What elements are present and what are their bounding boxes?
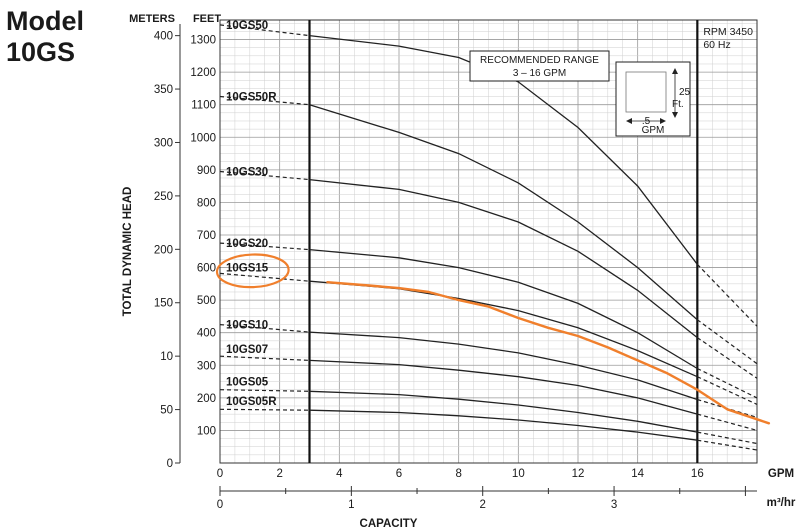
x-tick-label-gpm: 16: [691, 468, 704, 480]
recommended-range-title: RECOMMENDED RANGE: [480, 55, 599, 66]
x2-tick-label: 1: [348, 499, 354, 511]
curve-label-10gs50r: 10GS50R: [226, 92, 277, 104]
y-tick-label-meters: 10: [160, 351, 173, 363]
y-tick-label-feet: 1200: [190, 67, 216, 79]
curve-10gs05-dashed-right: [697, 431, 758, 445]
curve-label-10gs20: 10GS20: [226, 238, 268, 250]
y-tick-label-feet: 900: [197, 165, 216, 177]
curve-10gs07-dashed-left: [219, 355, 310, 361]
curve-10gs05: [309, 390, 698, 433]
y-tick-label-feet: 1100: [191, 100, 216, 112]
y-tick-label-meters: 0: [167, 458, 173, 470]
y-tick-label-feet: 700: [197, 230, 216, 242]
y-tick-label-feet: 400: [197, 328, 216, 340]
curve-labels: 10GS50 10GS50R 10GS30 10GS20 10GS15 10GS10 10G…: [226, 20, 277, 408]
curve-10gs05-dashed-left: [219, 389, 310, 392]
x-tick-label-gpm: 8: [455, 468, 461, 480]
x-tick-label-gpm: 4: [336, 468, 343, 480]
plot-border: [219, 19, 758, 464]
y-tick-label-feet: 500: [197, 295, 216, 307]
curve-10gs15-dashed-left: [219, 272, 310, 282]
annotation-hand-line: [326, 281, 771, 425]
curve-label-10gs05: 10GS05: [226, 377, 269, 389]
model-title-line-1: Model: [6, 6, 84, 36]
x-tick-label-gpm: 6: [396, 468, 402, 480]
curve-10gs05r: [309, 409, 698, 441]
y2-unit-label: METERS: [129, 13, 175, 25]
hz-label: 60 Hz: [703, 39, 730, 51]
scale-height-value: 25: [679, 87, 691, 98]
y-tick-label-feet: 300: [197, 360, 216, 372]
y-tick-label-meters: 400: [154, 31, 173, 43]
x2-tick-label: 2: [480, 499, 486, 511]
y-tick-label-feet: 200: [197, 393, 216, 405]
curve-10gs30-dashed-left: [219, 170, 310, 181]
curve-10gs30-dashed-right: [696, 337, 758, 379]
curve-10gs05r-dashed-right: [697, 439, 758, 451]
curve-10gs50r-dashed-right: [696, 319, 758, 365]
hand-annotation: [215, 253, 771, 425]
y-tick-label-feet: 800: [197, 197, 216, 209]
y-tick-label-meters: 200: [154, 244, 173, 256]
y-tick-label-meters: 50: [160, 405, 173, 417]
x2-tick-label: 0: [217, 499, 223, 511]
x-tick-label-gpm: 14: [631, 468, 644, 480]
curve-label-10gs07: 10GS07: [226, 344, 268, 356]
x-tick-label-gpm: 0: [217, 468, 223, 480]
x-unit-label: GPM: [768, 468, 794, 480]
curve-10gs50-dashed-left: [219, 24, 310, 37]
model-title-line-2: 10GS: [6, 37, 76, 67]
curve-10gs50r: [309, 104, 698, 321]
curve-10gs50r-dashed-left: [219, 95, 310, 106]
scale-height-arrowheads: [672, 68, 678, 118]
curve-10gs50-dashed-right: [696, 263, 758, 327]
model-title: Model 10GS: [6, 6, 84, 68]
x-tick-label-gpm: 12: [572, 468, 585, 480]
y-unit-label: FEET: [193, 13, 221, 25]
x-axis-title: CAPACITY: [360, 518, 418, 529]
curve-10gs10-dashed-left: [219, 324, 310, 333]
curve-10gs10: [309, 331, 698, 401]
curve-10gs07-dashed-right: [697, 413, 758, 431]
curve-label-10gs10: 10GS10: [226, 320, 268, 332]
rpm-label: RPM 3450: [703, 26, 753, 38]
y-axis-title: TOTAL DYNAMIC HEAD: [122, 187, 134, 317]
curve-10gs50: [309, 34, 698, 265]
x-tick-label-gpm: 10: [512, 468, 525, 480]
scale-square: [625, 71, 667, 113]
y-tick-label-feet: 100: [197, 425, 216, 437]
curve-label-10gs50: 10GS50: [226, 20, 268, 32]
curve-10gs05r-dashed-left: [219, 408, 310, 411]
curve-10gs20: [309, 248, 698, 370]
curve-label-10gs15: 10GS15: [226, 263, 269, 275]
x2-tick-label: 3: [611, 499, 617, 511]
y-tick-label-meters: 150: [154, 298, 173, 310]
recommended-range-values: 3 – 16 GPM: [513, 68, 566, 79]
curve-label-10gs30: 10GS30: [226, 166, 268, 178]
y-tick-label-feet: 1300: [190, 35, 216, 47]
curve-10gs15-dashed-right: [697, 376, 758, 405]
y-tick-label-feet: 1000: [190, 132, 216, 144]
pump-curves: [219, 24, 758, 451]
curve-10gs07: [309, 359, 698, 415]
curve-label-10gs05r: 10GS05R: [226, 396, 277, 408]
y-tick-label-meters: 350: [154, 84, 173, 96]
axes: 1002003004005006007008009001000110012001…: [122, 13, 796, 529]
recommended-range-box: [469, 50, 610, 82]
curve-10gs20-dashed-left: [219, 242, 310, 251]
x2-unit-label: m³/hr: [767, 497, 796, 509]
x-tick-label-gpm: 2: [276, 468, 282, 480]
scale-height-unit: Ft.: [672, 99, 684, 110]
curve-10gs30: [309, 178, 698, 339]
scale-width-value: .5: [642, 116, 651, 127]
y-tick-label-meters: 250: [154, 191, 173, 203]
annotation-circle-10gs15: [215, 253, 290, 289]
y-tick-label-meters: 300: [154, 137, 173, 149]
y-tick-label-feet: 600: [197, 263, 216, 275]
scale-width-unit: GPM: [642, 125, 665, 136]
